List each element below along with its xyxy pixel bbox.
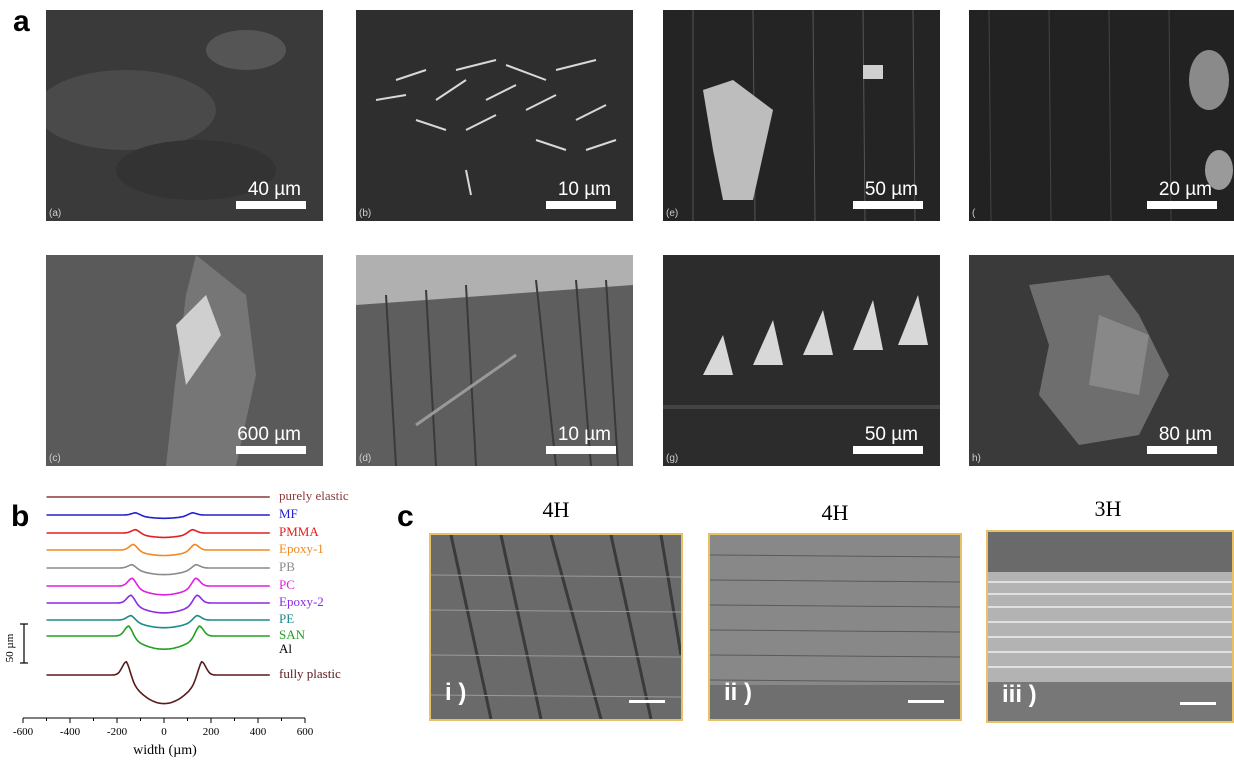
sem-scale-bar [1147, 446, 1217, 454]
y-scale-label: 50 µm [4, 633, 16, 663]
legend-item: PB [279, 559, 295, 574]
y-scale-bar [20, 623, 28, 664]
sem-scale-label: 10 µm [557, 179, 611, 200]
panel-c-letter: c [397, 500, 414, 533]
tile-caption: 4H [542, 497, 570, 522]
sem-sublabel: (c) [49, 453, 61, 464]
sem-sublabel: (e) [666, 208, 679, 219]
tile-caption: 4H [821, 500, 849, 525]
profile-chart [20, 496, 306, 723]
legend-item: PC [279, 577, 295, 592]
profile-line-pe [46, 614, 270, 629]
sem-scale-bar [1147, 201, 1217, 209]
sem-scale-bar [853, 201, 923, 209]
sem-texture [356, 10, 633, 221]
tile-label: iii ) [1002, 681, 1037, 708]
optical-texture [431, 535, 681, 719]
tile-scale-bar [629, 700, 665, 703]
sem-texture [46, 10, 323, 221]
sem-scale-label: 20 µm [1158, 179, 1212, 200]
sem-scale-label: 80 µm [1158, 424, 1212, 445]
sem-image: (g) 50 µm [663, 255, 940, 466]
legend-item: Epoxy-1 [279, 541, 324, 556]
profile-line-epoxy-2 [46, 594, 270, 614]
sem-texture [969, 255, 1234, 466]
x-tick-label: -600 [12, 726, 34, 738]
legend-item: Epoxy-2 [279, 594, 324, 609]
sem-image: (a) 40 µm [46, 10, 323, 221]
profile-line-mf [46, 511, 270, 520]
sem-texture [356, 255, 633, 466]
sem-scale-bar [546, 201, 616, 209]
legend-item: Al [279, 641, 292, 656]
profile-line-fully-plastic [46, 660, 270, 705]
sem-texture [46, 255, 323, 466]
optical-image: iii ) [986, 530, 1234, 723]
tile-scale-bar [1180, 702, 1216, 705]
legend-item: MF [279, 506, 298, 521]
sem-image: (c) 600 µm [46, 255, 323, 466]
legend-item: PMMA [279, 524, 319, 539]
sem-scale-label: 50 µm [864, 424, 918, 445]
x-tick-label: 400 [249, 726, 267, 738]
sem-scale-label: 40 µm [247, 179, 301, 200]
x-tick-label: 600 [296, 726, 314, 738]
legend-item: purely elastic [279, 488, 349, 503]
sem-sublabel: (d) [359, 453, 372, 464]
sem-texture [663, 255, 940, 466]
panel-b-letter: b [11, 500, 30, 533]
profile-line-pmma [46, 528, 270, 539]
sem-texture [663, 10, 940, 221]
sem-scale-label: 600 µm [237, 424, 301, 445]
sem-sublabel: h) [972, 453, 981, 464]
x-tick-label: 0 [161, 726, 167, 738]
tile-label: ii ) [724, 679, 752, 706]
sem-sublabel: (b) [359, 208, 372, 219]
sem-image: ( 20 µm [969, 10, 1234, 221]
sem-scale-bar [236, 201, 306, 209]
sem-sublabel: (g) [666, 453, 679, 464]
tile-label: i ) [445, 679, 467, 706]
sem-scale-bar [546, 446, 616, 454]
profile-line-san [46, 625, 270, 650]
sem-image: (b) 10 µm [356, 10, 633, 221]
optical-texture [988, 532, 1232, 721]
legend-item: SAN [279, 627, 306, 642]
profile-line-epoxy-1 [46, 543, 270, 557]
panel-a-letter: a [13, 5, 30, 38]
optical-image: ii ) [708, 533, 962, 721]
tile-caption: 3H [1094, 496, 1122, 521]
optical-image: i ) [429, 533, 683, 721]
sem-scale-bar [236, 446, 306, 454]
x-tick-label: 200 [202, 726, 220, 738]
x-tick-label: -200 [106, 726, 128, 738]
x-tick-label: -400 [59, 726, 81, 738]
sem-sublabel: (a) [49, 208, 62, 219]
profile-line-pc [46, 577, 270, 596]
legend-item: fully plastic [279, 666, 341, 681]
legend-item: PE [279, 611, 295, 626]
profile-curves [46, 496, 270, 705]
x-axis [22, 717, 306, 723]
profile-line-pb [46, 563, 270, 576]
sem-sublabel: ( [972, 208, 976, 219]
sem-image: (e) 50 µm [663, 10, 940, 221]
x-axis-label: width (µm) [133, 743, 197, 758]
sem-scale-label: 10 µm [557, 424, 611, 445]
sem-scale-label: 50 µm [864, 179, 918, 200]
sem-image: h) 80 µm [969, 255, 1234, 466]
sem-image: (d) 10 µm [356, 255, 633, 466]
sem-texture [969, 10, 1234, 221]
tile-scale-bar [908, 700, 944, 703]
sem-scale-bar [853, 446, 923, 454]
